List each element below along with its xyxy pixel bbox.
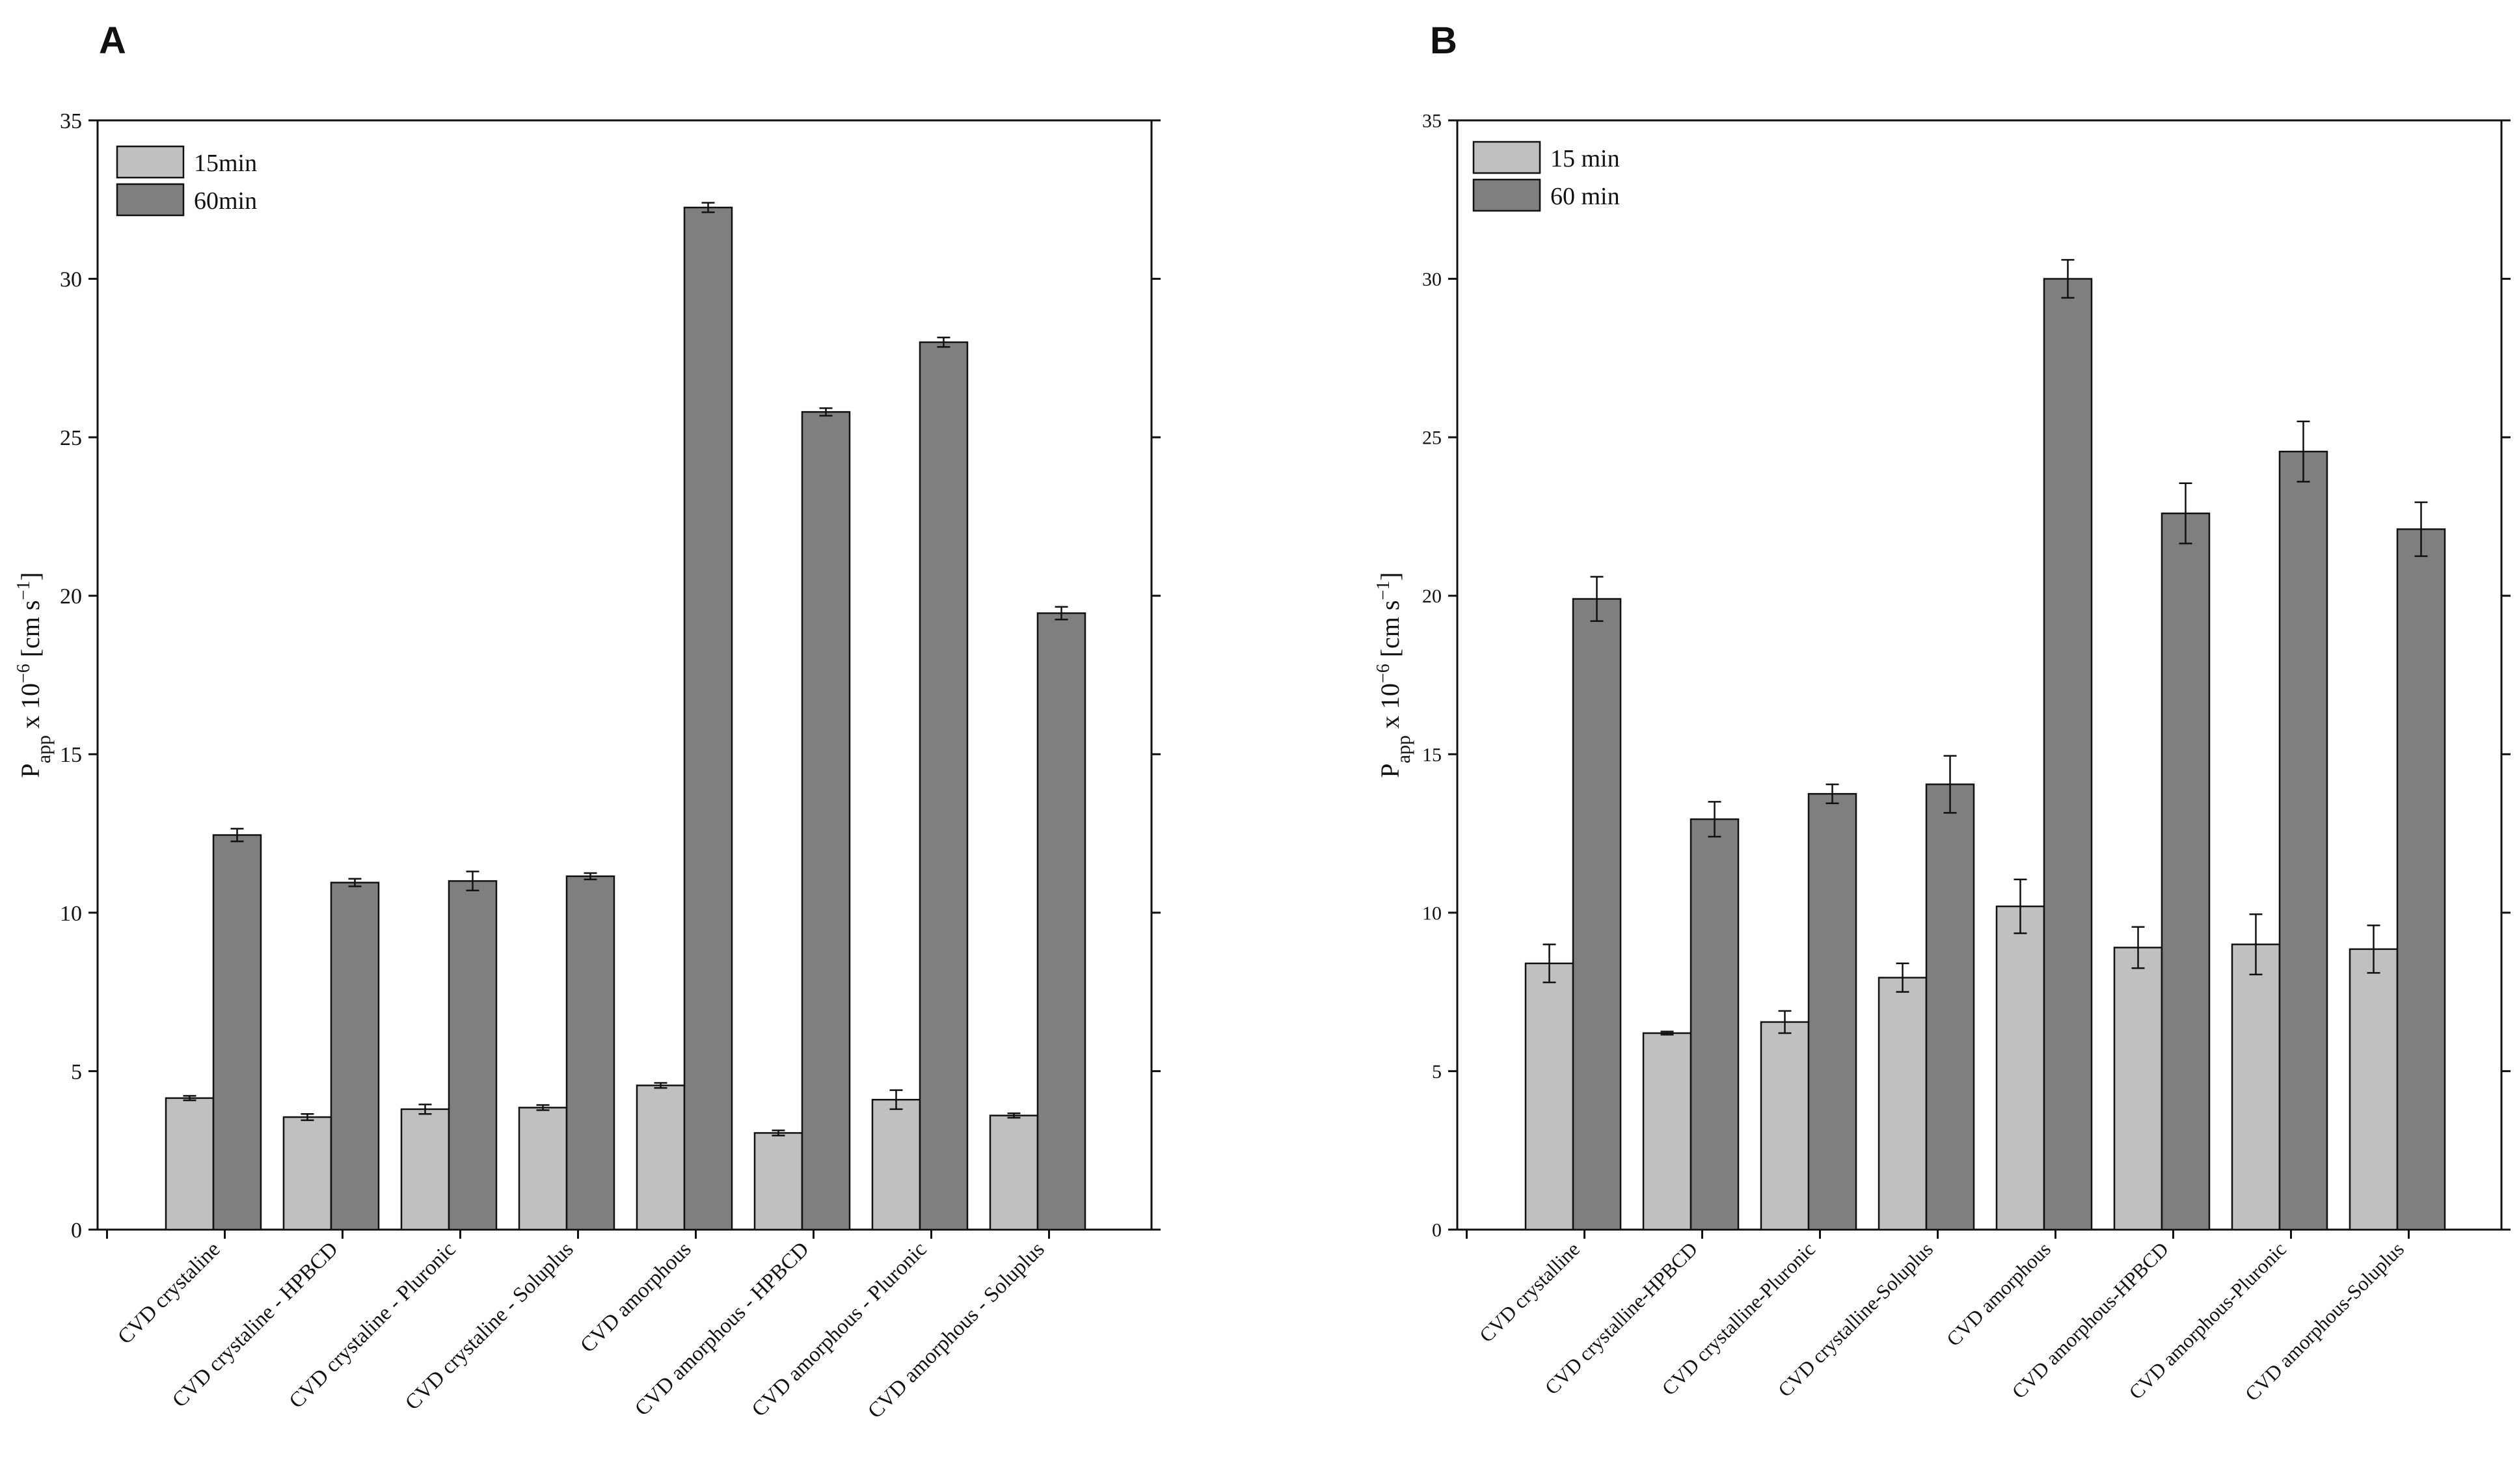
panel-b-y-tick-label: 20: [1422, 586, 1442, 607]
panel-a-y-tick-label: 15: [60, 743, 82, 767]
panel-a-plot-area: [96, 119, 1153, 1231]
ylabel-unit-exponent: −1: [14, 581, 34, 600]
panel-b-letter: B: [1430, 20, 1457, 62]
panel-b-legend-label-1: 15 min: [1550, 145, 1620, 172]
panel-a-bar-60min-7: [919, 341, 969, 1231]
panel-a-plot-frame: [96, 119, 1153, 1231]
panel-b-legend-label-2: 60 min: [1550, 183, 1620, 210]
panel-b-y-axis: 0 5 10 15 20 25 30 35: [1422, 111, 2511, 1241]
panel-a-bar-60min-5: [683, 206, 733, 1231]
panel-a-bar-15min-8: [989, 1114, 1039, 1231]
panel-b-y-tick-label: 15: [1422, 744, 1442, 766]
panel-b-y-axis-title-text: Papp x 10−6 [cm s−1]: [1373, 572, 1414, 777]
panel-b-y-axis-title: Papp x 10−6 [cm s−1]: [1373, 572, 1414, 777]
panel-b-bar-15min-6: [2113, 947, 2163, 1231]
panel-b-y-tick-label: 0: [1432, 1220, 1442, 1241]
panel-a-legend: 15min 60min: [116, 145, 257, 217]
panel-a-legend-label-2: 60min: [194, 187, 257, 215]
ylabel-unit: [cm s: [1375, 600, 1405, 664]
ylabel-unit-close: ]: [1375, 572, 1405, 580]
panel-b-bar-60min-7: [2278, 450, 2328, 1231]
panel-b-bar-60min-3: [1807, 792, 1857, 1231]
ylabel-main: P: [1375, 763, 1405, 777]
panel-a-bar-60min-8: [1036, 612, 1086, 1231]
panel-b-y-tick-label: 25: [1422, 427, 1442, 449]
panel-a-y-axis-title: Papp x 10−6 [cm s−1]: [14, 572, 55, 777]
panel-a-y-tick-label: 35: [60, 109, 82, 133]
panel-b-legend: 15 min 60 min: [1472, 141, 1620, 212]
panel-b-bar-15min-2: [1642, 1032, 1692, 1231]
panel-b-bar-15min-7: [2231, 943, 2281, 1231]
panel-b-bars: [1524, 259, 2446, 1231]
ylabel-multiplier: x 10: [16, 683, 45, 735]
panel-a-bar-15min-6: [753, 1132, 803, 1231]
panel-b-plot-area: [1456, 119, 2503, 1231]
panel-a-y-tick-label: 25: [60, 426, 82, 450]
panel-a-legend-label-1: 15min: [194, 150, 257, 177]
panel-a-legend-swatch-2: [116, 183, 185, 217]
panel-a-y-tick-label: 10: [60, 902, 82, 926]
panel-a-bar-60min-6: [801, 411, 851, 1231]
panel-a-y-tick-label: 30: [60, 267, 82, 291]
panel-a-y-tick-label: 5: [71, 1060, 82, 1084]
panel-b-bar-60min-8: [2396, 528, 2446, 1231]
panel-b-legend-swatch-2: [1472, 178, 1541, 212]
panel-b-bar-15min-1: [1524, 962, 1574, 1231]
panel-a-bar-15min-4: [518, 1107, 568, 1231]
panel-a-legend-swatch-1: [116, 145, 185, 179]
ylabel-unit-close: ]: [16, 572, 45, 580]
panel-a-y-tick-label: 20: [60, 585, 82, 609]
panel-a-y-axis: 0 5 10 15 20 25 30 35: [60, 109, 1161, 1243]
panel-b-bar-15min-8: [2349, 948, 2399, 1231]
panel-b-bar-60min-4: [1925, 783, 1975, 1231]
panel-b-bar-60min-1: [1572, 598, 1622, 1231]
panel-a-bar-15min-2: [282, 1116, 332, 1231]
panel-a-y-axis-title-text: Papp x 10−6 [cm s−1]: [14, 572, 55, 777]
panel-a-bar-15min-7: [871, 1099, 921, 1231]
panel-a-bar-15min-5: [636, 1085, 686, 1231]
ylabel-unit: [cm s: [16, 600, 45, 664]
ylabel-subscript: app: [1393, 735, 1414, 763]
panel-a-letter: A: [99, 20, 126, 62]
ylabel-exponent: −6: [1373, 664, 1394, 683]
panel-a-bars: [165, 202, 1086, 1231]
panel-b-bar-15min-5: [1995, 905, 2045, 1231]
panel-b-y-tick-label: 5: [1432, 1061, 1442, 1083]
panel-a-bar-60min-1: [212, 834, 262, 1231]
panel-a-y-tick-label: 0: [71, 1219, 82, 1243]
panel-b-y-tick-label: 35: [1422, 111, 1442, 132]
panel-b-plot-frame: [1456, 119, 2503, 1231]
ylabel-exponent: −6: [14, 664, 34, 683]
ylabel-main: P: [16, 763, 45, 777]
panel-b-bar-60min-6: [2161, 512, 2211, 1231]
ylabel-subscript: app: [33, 735, 55, 763]
panel-a-bar-60min-4: [565, 875, 615, 1231]
ylabel-multiplier: x 10: [1375, 683, 1405, 735]
panel-a-bar-15min-3: [400, 1108, 450, 1231]
panel-b-bar-60min-5: [2043, 278, 2093, 1231]
panel-a-bar-60min-2: [330, 882, 380, 1231]
panel-b-bar-15min-4: [1878, 977, 1928, 1231]
panel-a-bar-15min-1: [165, 1097, 215, 1231]
panel-b-legend-swatch-1: [1472, 141, 1541, 174]
ylabel-unit-exponent: −1: [1373, 581, 1394, 600]
panel-b-y-tick-label: 10: [1422, 902, 1442, 924]
panel-b-y-tick-label: 30: [1422, 269, 1442, 290]
panel-b-bar-15min-3: [1760, 1021, 1810, 1231]
panel-a-bar-60min-3: [448, 880, 498, 1231]
panel-b-bar-60min-2: [1690, 818, 1740, 1231]
